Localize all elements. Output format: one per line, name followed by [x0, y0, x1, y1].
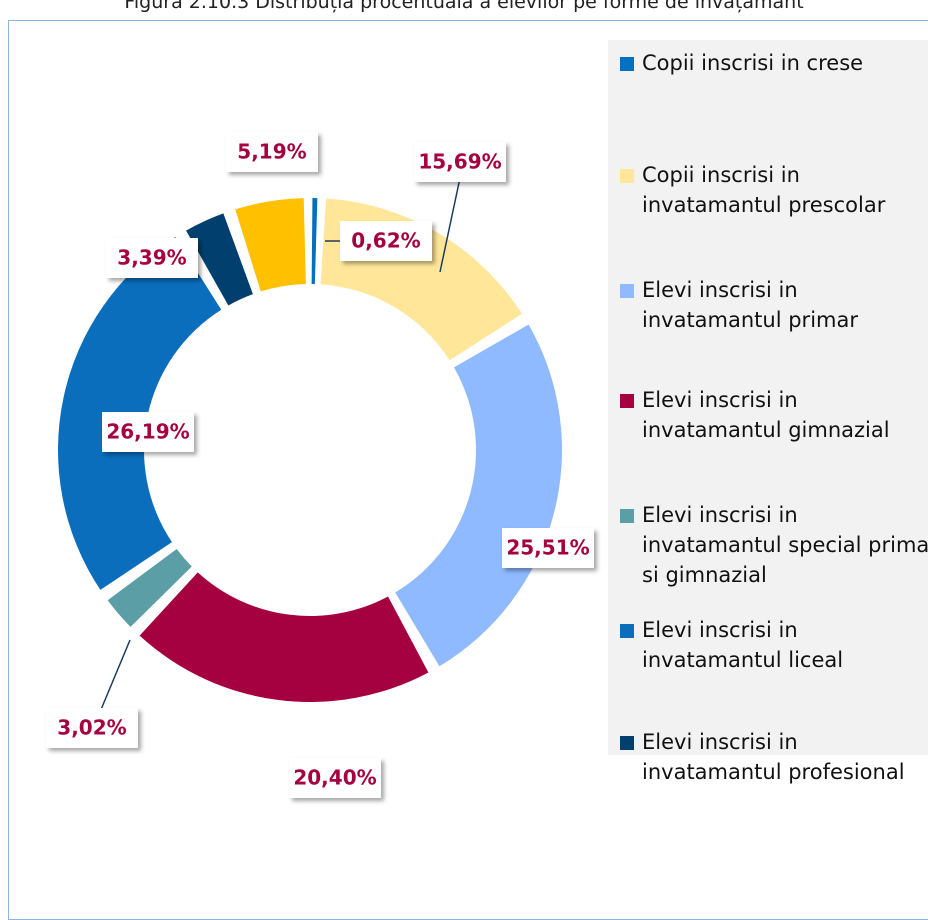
legend-swatch — [620, 509, 634, 523]
legend-label: Copii inscrisi in invatamantul prescolar — [642, 163, 886, 217]
data-label-box — [46, 708, 138, 748]
legend-item: Elevi inscrisi in invatamantul gimnazial — [620, 385, 928, 445]
donut-segment — [395, 324, 562, 667]
legend-swatch — [620, 169, 634, 183]
legend: Copii inscrisi in crese Copii inscrisi in… — [608, 40, 928, 784]
donut-segment — [311, 198, 318, 285]
data-label: 20,40% — [293, 766, 376, 790]
chart: 0,62% 15,69% 25,51% 20,40% 3,02% 26,19% 3,39% 5… — [46, 132, 594, 798]
data-label: 3,02% — [57, 716, 126, 740]
donut-segment — [186, 213, 253, 306]
chart-title: Figura 2.10.3 Distribuția procentuală a … — [124, 0, 804, 13]
legend-item: Copii inscrisi in crese — [620, 48, 928, 78]
data-label: 15,69% — [418, 150, 501, 174]
legend-item: Elevi inscrisi in invatamantul primar — [620, 275, 928, 335]
data-label-box — [102, 412, 194, 452]
data-label: 3,39% — [117, 246, 186, 270]
data-label: 26,19% — [106, 420, 189, 444]
donut-segment — [139, 572, 429, 702]
legend-label: Elevi inscrisi in invatamantul special p… — [642, 503, 928, 587]
legend-label: Elevi inscrisi in invatamantul profesion… — [642, 730, 905, 784]
donut-segment — [107, 548, 192, 627]
page: Figura 2.10.3 Distribuția procentuală a … — [8, 0, 928, 920]
donut-segment — [235, 198, 306, 292]
data-label-box — [340, 221, 432, 261]
data-label-box — [502, 528, 594, 568]
legend-swatch — [620, 57, 634, 71]
legend-swatch — [620, 394, 634, 408]
data-label-box — [226, 132, 318, 172]
legend-item: Elevi inscrisi in invatamantul liceal — [620, 615, 928, 675]
leader-line — [439, 177, 461, 273]
legend-label: Elevi inscrisi in invatamantul liceal — [642, 618, 844, 672]
legend-item: Elevi inscrisi in invatamantul special p… — [620, 500, 928, 590]
legend-item: Elevi inscrisi in invatamantul profesion… — [620, 727, 928, 787]
data-label: 25,51% — [506, 536, 589, 560]
legend-label: Copii inscrisi in crese — [642, 51, 864, 75]
legend-label: Elevi inscrisi in invatamantul primar — [642, 278, 858, 332]
data-label-box — [414, 142, 506, 182]
data-label-box — [289, 758, 381, 798]
data-label-box — [106, 238, 198, 278]
legend-swatch — [620, 736, 634, 750]
legend-swatch — [620, 284, 634, 298]
legend-item: Copii inscrisi in invatamantul prescolar — [620, 160, 928, 220]
data-label: 5,19% — [237, 140, 306, 164]
leader-line — [99, 639, 131, 713]
legend-label: Elevi inscrisi in invatamantul gimnazial — [642, 388, 890, 442]
data-label: 0,62% — [351, 229, 420, 253]
legend-swatch — [620, 624, 634, 638]
